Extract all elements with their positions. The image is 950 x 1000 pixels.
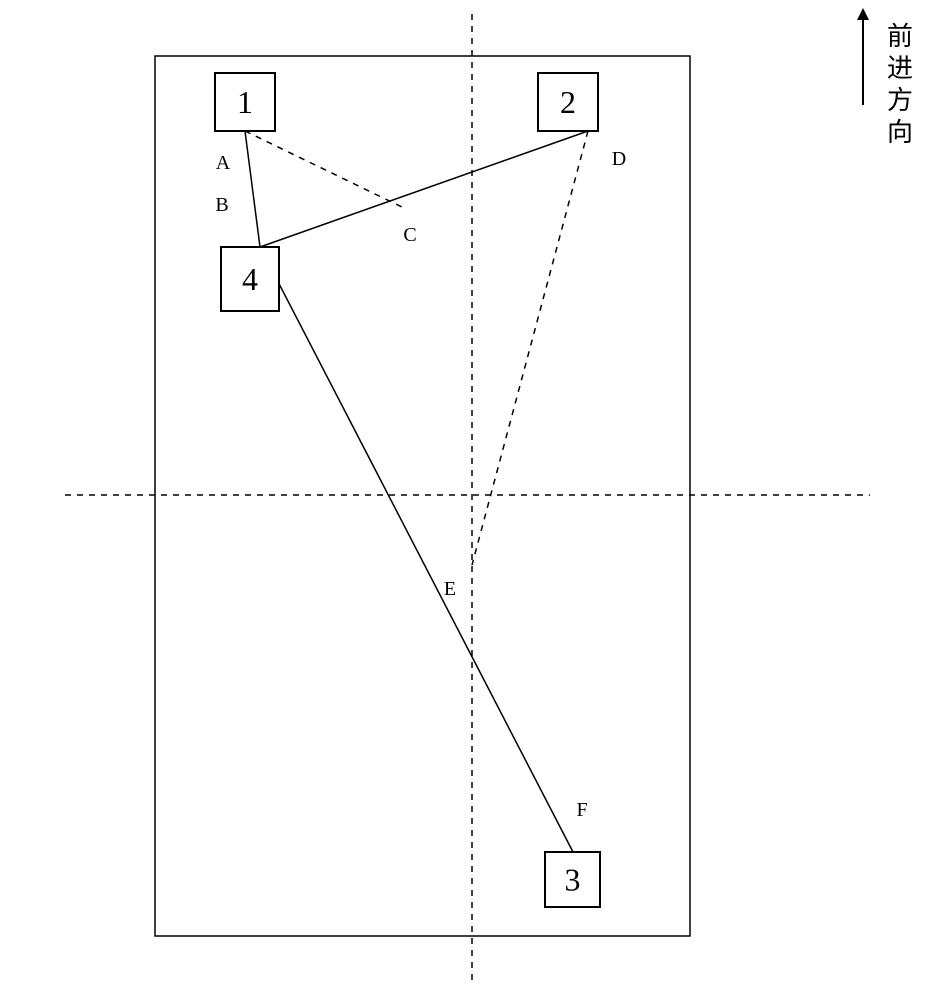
edge-n4_top-n2_bottom bbox=[260, 131, 588, 247]
node-label-n4: 4 bbox=[242, 261, 258, 297]
edge-n1_bottom-n4_top bbox=[245, 131, 260, 247]
point-label-D: D bbox=[612, 148, 626, 170]
node-label-n1: 1 bbox=[237, 84, 253, 120]
direction-label-char-1: 进 bbox=[887, 54, 913, 83]
direction-label-char-0: 前 bbox=[887, 22, 913, 51]
outer-boundary bbox=[155, 56, 690, 936]
node-label-n3: 3 bbox=[565, 862, 581, 898]
point-label-C: C bbox=[403, 224, 416, 246]
diagram-canvas: 1 2 3 4 AB C D E F 前进方向 bbox=[0, 0, 950, 1000]
point-label-B: B bbox=[215, 194, 228, 216]
node-label-n2: 2 bbox=[560, 84, 576, 120]
direction-label-char-2: 方 bbox=[887, 86, 913, 115]
edge-n4_top-n3_top bbox=[260, 247, 573, 852]
edge-n2_bottom-E bbox=[472, 131, 588, 565]
direction-label-char-3: 向 bbox=[887, 118, 913, 147]
point-label-E: E bbox=[444, 578, 456, 600]
point-label-F: F bbox=[576, 799, 587, 821]
point-label-A: A bbox=[216, 152, 231, 174]
edge-n1_bottom-mid_c bbox=[245, 131, 404, 208]
